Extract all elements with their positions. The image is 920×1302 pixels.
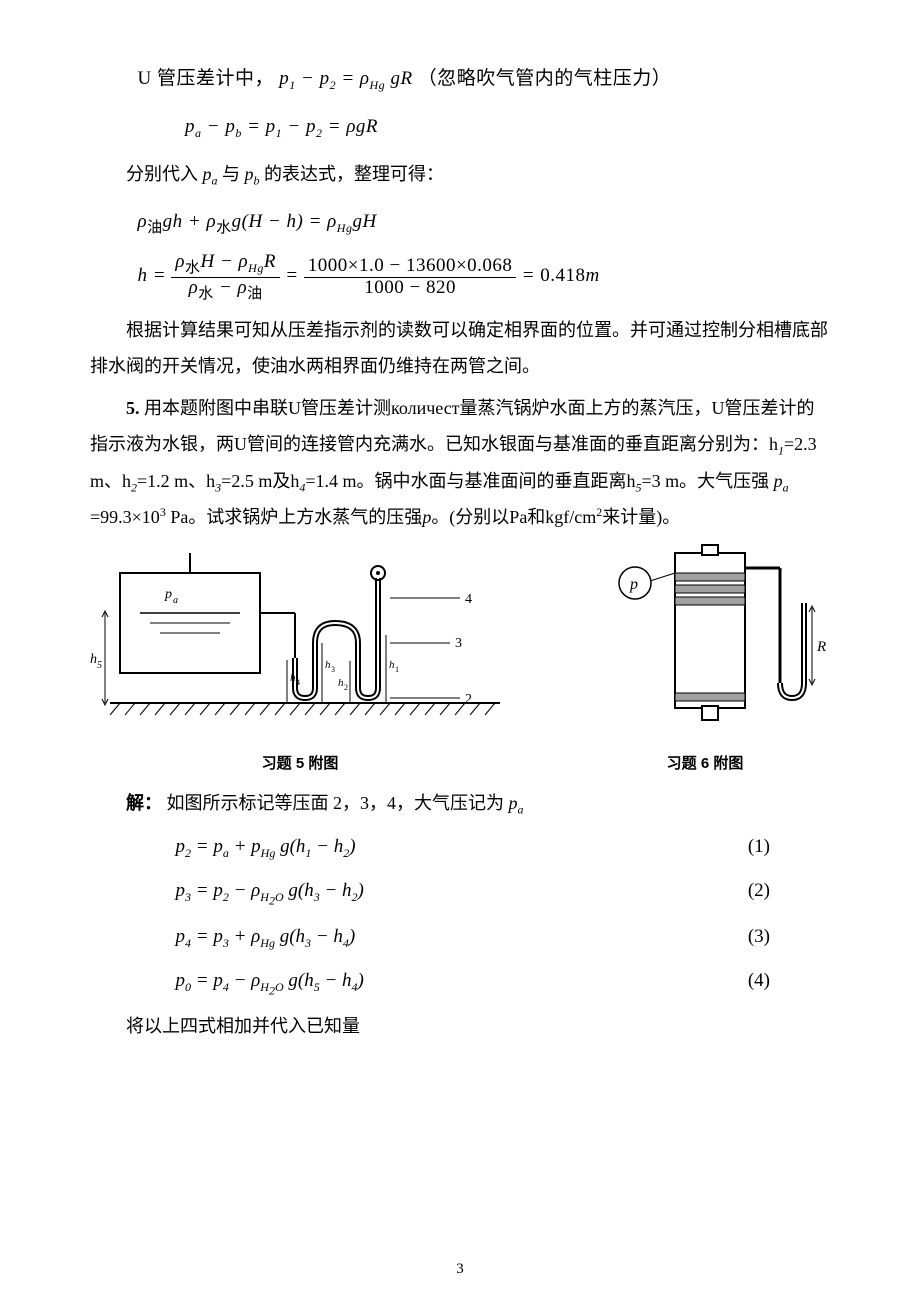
svg-text:1: 1 [395,665,399,674]
tag-2: (2) [748,872,830,910]
svg-text:R: R [816,639,826,655]
tag-3: (3) [748,918,830,956]
svg-text:5: 5 [97,660,102,671]
figure-6: p R 习题 6 附图 [580,543,830,779]
svg-text:3: 3 [455,636,462,651]
svg-text:p: p [164,587,172,602]
svg-text:4: 4 [465,592,472,607]
solution-line: 解： 如图所示标记等压面 2，3，4，大气压记为 pa [90,785,830,822]
eq-2: p3 = p2 − ρH2O g(h3 − h2) (2) [138,872,831,912]
eq-pab: pa − pb = p1 − p2 = ρgR [185,108,830,146]
fig6-svg: p R [580,543,830,733]
eq-rho: ρ油gh + ρ水g(H − h) = ρHggH [138,203,831,243]
q5: 5. 用本题附图中串联U管压差计测количест量蒸汽锅炉水面上方的蒸汽压，U… [90,390,830,535]
fig5-svg: h 5 p a [90,543,510,733]
line1-post: （忽略吹气管内的气柱压力） [418,68,672,89]
figure-5: h 5 p a [90,543,510,779]
eq-4: p0 = p4 − ρH2O g(h5 − h4) (4) [138,962,831,1002]
page: U 管压差计中， p1 − p2 = ρHg gR （忽略吹气管内的气柱压力） … [0,0,920,1302]
eq-h: h = ρ水H − ρHgR ρ水 − ρ油 = 1000×1.0 − 1360… [138,252,831,302]
line1-pre: U 管压差计中， [138,68,274,89]
line-u-tube: U 管压差计中， p1 − p2 = ρHg gR （忽略吹气管内的气柱压力） [138,60,831,98]
q5-lead: 5. [126,398,140,418]
svg-text:p: p [629,576,638,593]
final-line: 将以上四式相加并代入已知量 [90,1008,830,1044]
svg-text:4: 4 [296,678,300,687]
eq-3: p4 = p3 + ρHg g(h3 − h4) (3) [138,918,831,956]
svg-text:2: 2 [344,683,348,692]
sol-text: 如图所示标记等压面 2，3，4，大气压记为 pa [167,793,524,813]
page-number: 3 [0,1254,920,1284]
svg-text:h: h [90,652,97,667]
eq-1: p2 = pa + pHg g(h1 − h2) (1) [138,828,831,866]
figure-row: h 5 p a [90,543,830,779]
para-result: 根据计算结果可知从压差指示剂的读数可以确定相界面的位置。并可通过控制分相槽底部排… [90,312,830,384]
fig5-caption: 习题 5 附图 [90,749,510,779]
tag-4: (4) [748,962,830,1000]
svg-text:a: a [173,595,178,606]
line-sub: 分别代入 pa 与 pb 的表达式，整理可得： [90,156,830,193]
svg-text:2: 2 [465,692,472,707]
fig6-caption: 习题 6 附图 [580,749,830,779]
svg-text:3: 3 [331,665,335,674]
sol-label: 解： [126,793,162,813]
tag-1: (1) [748,828,830,866]
